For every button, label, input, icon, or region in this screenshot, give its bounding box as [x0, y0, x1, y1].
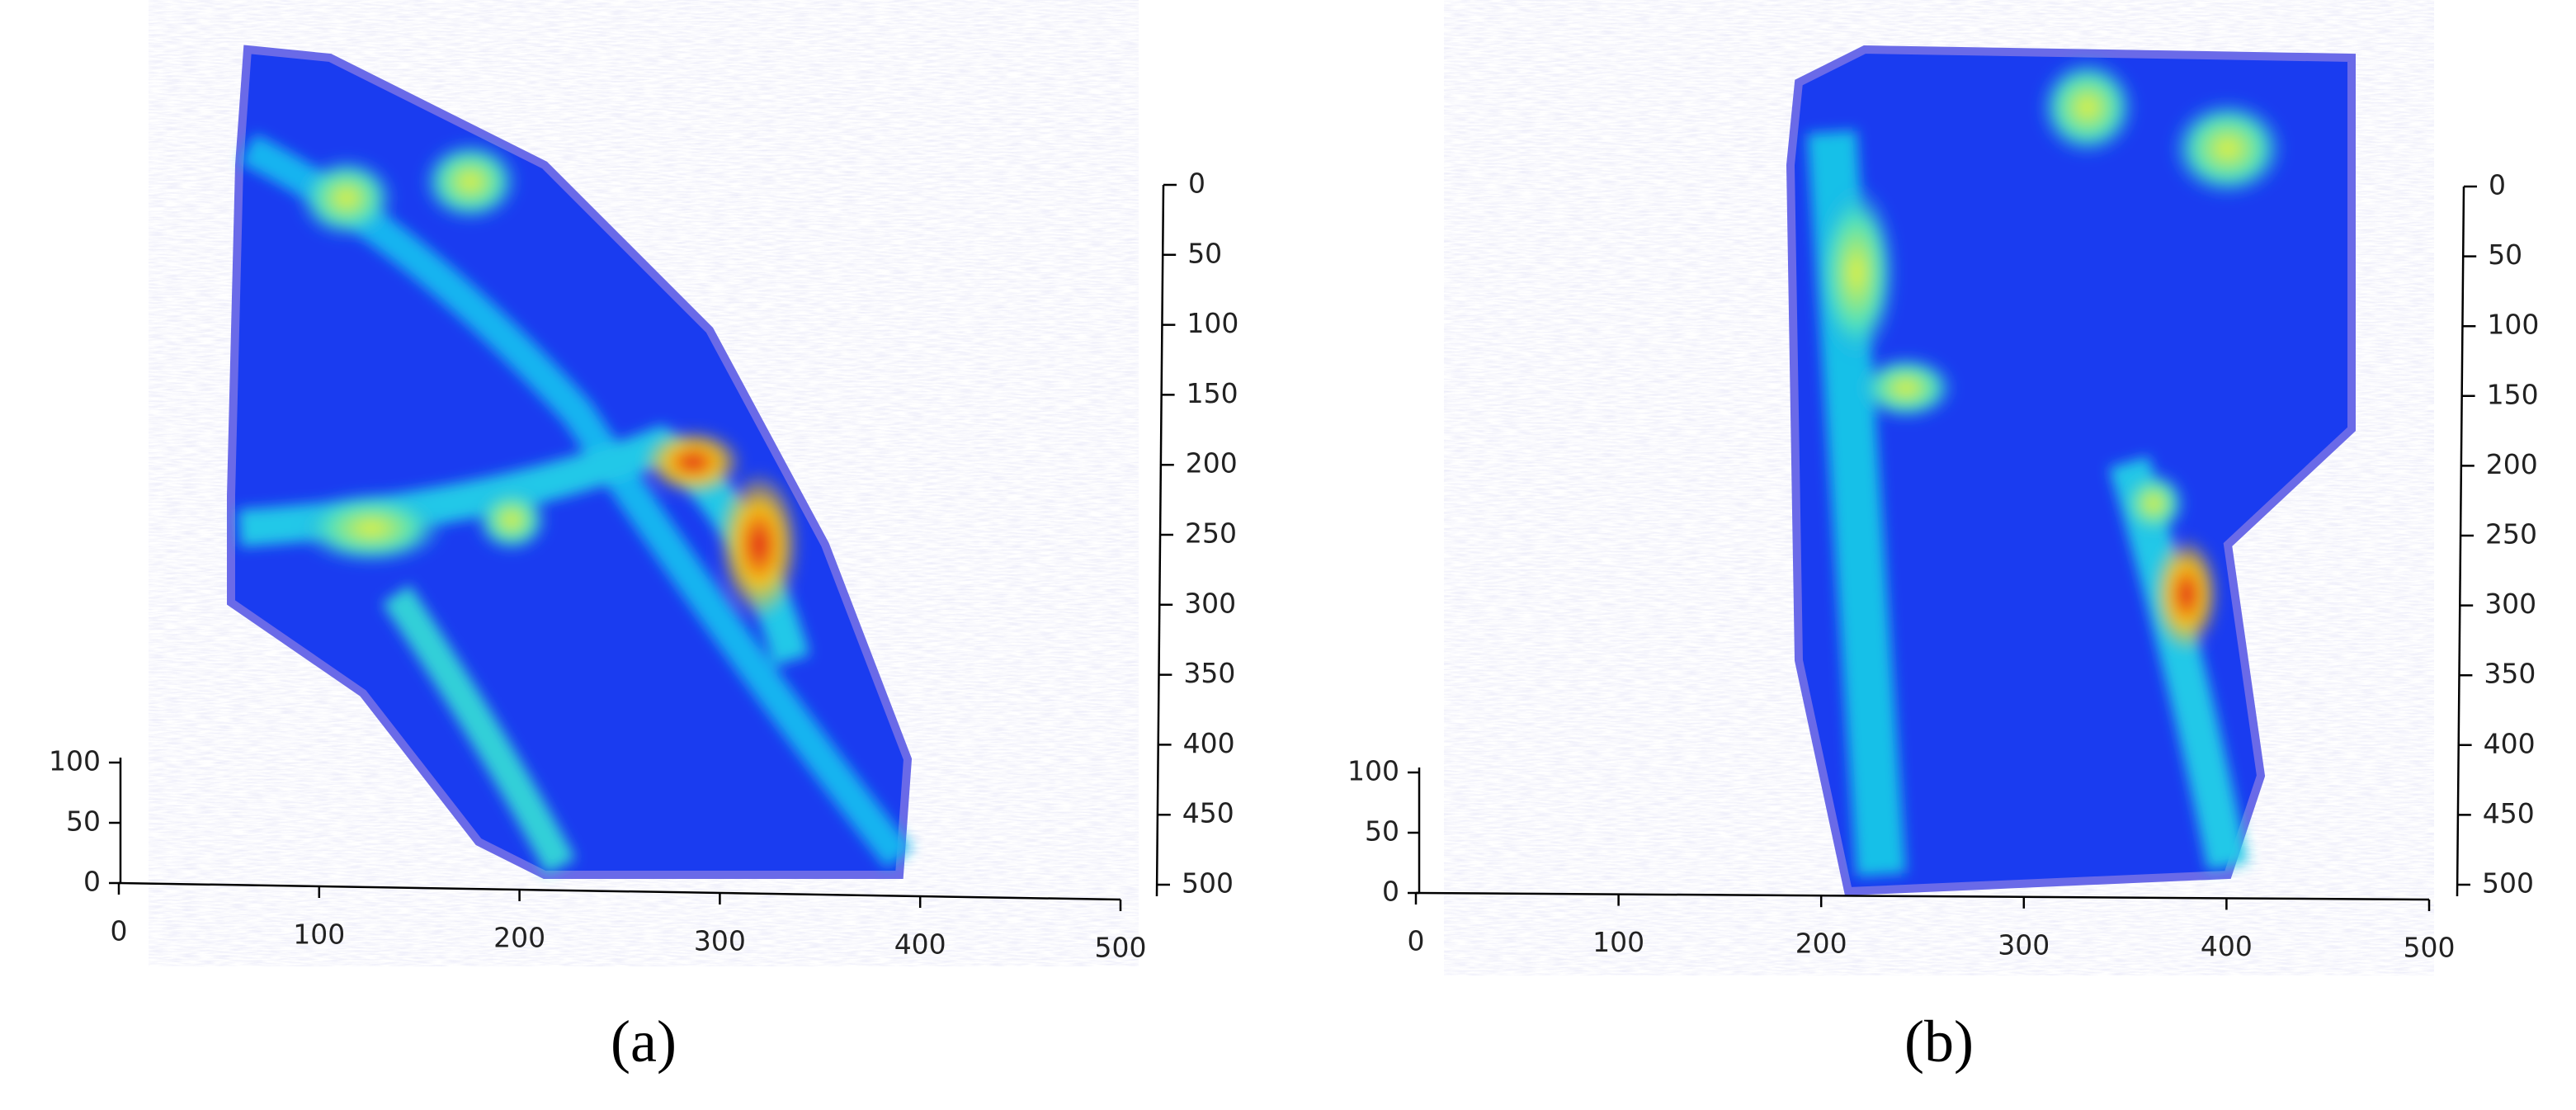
y-tick-label: 350 — [2484, 658, 2536, 690]
x-axis — [118, 881, 1121, 901]
y-tick-label: 50 — [1187, 237, 1222, 269]
y-tick-label: 450 — [2483, 797, 2535, 829]
y-tick-label: 100 — [2487, 309, 2539, 341]
x-tick-label: 500 — [1095, 932, 1147, 964]
y-tick-label: 50 — [2488, 239, 2522, 271]
y-tick-label: 200 — [2486, 448, 2538, 480]
y-tick-label: 250 — [1185, 517, 1237, 550]
x-tick-label: 400 — [894, 928, 946, 961]
z-tick-label: 0 — [83, 866, 101, 898]
y-tick-label: 100 — [1187, 307, 1238, 339]
y-tick-label: 450 — [1182, 797, 1234, 829]
y-tick-label: 0 — [1188, 168, 1205, 200]
z-tick-label: 100 — [1347, 755, 1399, 787]
y-tick-label: 0 — [2489, 169, 2506, 201]
z-tick-label: 50 — [1365, 815, 1399, 848]
y-tick-label: 150 — [2487, 378, 2539, 410]
y-tick-label: 500 — [2482, 867, 2534, 900]
y-tick-label: 250 — [2485, 518, 2537, 550]
x-tick-label: 400 — [2201, 930, 2253, 962]
y-tick-label: 350 — [1183, 657, 1235, 689]
x-axis — [1415, 891, 2430, 901]
panel-label: (a) — [611, 1008, 677, 1075]
y-axis — [1155, 184, 1165, 897]
y-axis — [2456, 186, 2465, 897]
z-tick-label: 0 — [1382, 876, 1399, 908]
y-tick-label: 400 — [2484, 727, 2536, 759]
volume-rendering-a — [227, 45, 1056, 883]
y-tick-label: 300 — [2484, 588, 2536, 620]
z-tick-label: 100 — [49, 745, 101, 777]
y-tick-label: 150 — [1187, 377, 1238, 409]
y-tick-label: 500 — [1182, 867, 1234, 900]
x-tick-label: 200 — [493, 922, 545, 954]
x-tick-label: 300 — [1998, 928, 2050, 961]
panel-label: (b) — [1904, 1008, 1974, 1075]
y-tick-label: 400 — [1183, 727, 1235, 759]
y-tick-label: 200 — [1186, 447, 1238, 479]
z-tick-label: 50 — [66, 805, 101, 838]
y-tick-label: 300 — [1184, 587, 1236, 619]
x-tick-label: 100 — [293, 919, 345, 951]
x-tick-label: 200 — [1795, 928, 1847, 960]
x-tick-label: 0 — [111, 915, 128, 947]
x-tick-label: 0 — [1408, 925, 1425, 957]
volume-rendering-b — [1526, 45, 2356, 896]
x-tick-label: 300 — [694, 925, 746, 957]
x-tick-label: 500 — [2404, 932, 2456, 964]
x-tick-label: 100 — [1592, 926, 1644, 958]
